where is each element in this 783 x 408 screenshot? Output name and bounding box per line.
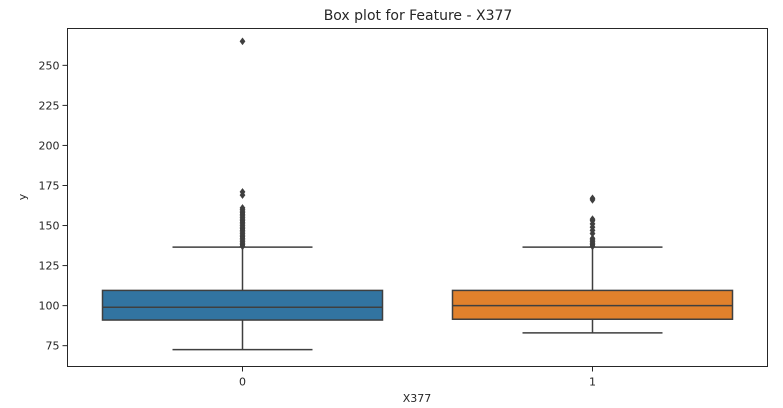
- y-tick-label: 250: [39, 59, 60, 72]
- y-tick-label: 100: [39, 300, 60, 313]
- outlier-point-0: [239, 203, 246, 212]
- chart-title: Box plot for Feature - X377: [324, 8, 513, 24]
- outlier-point-1: [589, 194, 596, 203]
- y-tick-label: 175: [39, 179, 60, 192]
- x-axis-label: X377: [403, 392, 432, 405]
- outlier-point-1: [589, 215, 596, 224]
- outlier-point-0: [239, 187, 246, 196]
- y-axis-label: y: [16, 193, 29, 200]
- y-tick-label: 200: [39, 139, 60, 152]
- plot-frame: [67, 28, 768, 367]
- x-tick-label: 0: [239, 376, 246, 389]
- plot-area: 75 100 125 150 175 200 225 250 0 1: [39, 37, 734, 389]
- y-tick-label: 125: [39, 260, 60, 273]
- box-1: [451, 289, 734, 320]
- box-0: [101, 289, 384, 321]
- outlier-point-1: [589, 234, 596, 243]
- y-tick-label: 225: [39, 99, 60, 112]
- y-tick-label: 150: [39, 220, 60, 233]
- outlier-point-0: [239, 37, 246, 46]
- y-tick-label: 75: [46, 340, 60, 353]
- x-tick-label: 1: [589, 376, 596, 389]
